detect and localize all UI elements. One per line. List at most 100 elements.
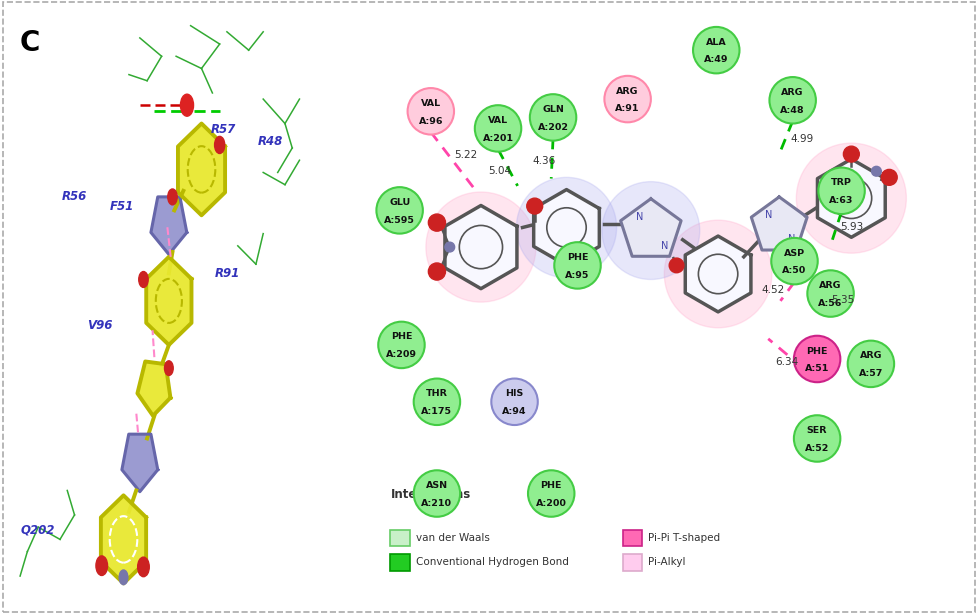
Text: 4.99: 4.99 — [790, 134, 813, 144]
Circle shape — [793, 415, 839, 462]
Text: A:57: A:57 — [858, 369, 882, 378]
Circle shape — [168, 189, 177, 205]
Text: A:210: A:210 — [421, 499, 452, 508]
Circle shape — [426, 192, 535, 302]
Polygon shape — [685, 236, 750, 312]
Circle shape — [871, 166, 880, 176]
Text: R91: R91 — [214, 267, 239, 280]
Circle shape — [793, 336, 839, 383]
Text: ALA: ALA — [705, 37, 726, 47]
Circle shape — [376, 187, 422, 233]
Text: TRP: TRP — [830, 178, 851, 187]
Text: ASP: ASP — [784, 249, 804, 258]
Circle shape — [407, 88, 453, 134]
Circle shape — [693, 27, 739, 74]
Circle shape — [847, 341, 893, 387]
Circle shape — [818, 168, 864, 214]
Text: GLU: GLU — [389, 198, 409, 207]
Text: PHE: PHE — [567, 253, 587, 262]
Circle shape — [771, 238, 817, 284]
Circle shape — [530, 94, 575, 141]
Text: N: N — [786, 233, 794, 244]
Text: A:56: A:56 — [818, 299, 842, 308]
Text: R57: R57 — [210, 123, 235, 136]
Circle shape — [413, 379, 460, 425]
Text: 4.36: 4.36 — [531, 157, 555, 166]
Text: Interactions: Interactions — [390, 488, 470, 501]
Text: R56: R56 — [62, 190, 87, 203]
Text: SER: SER — [806, 426, 827, 435]
Circle shape — [428, 263, 446, 280]
Text: A:175: A:175 — [421, 407, 452, 416]
Text: A:95: A:95 — [565, 271, 589, 280]
Circle shape — [413, 470, 460, 517]
Circle shape — [214, 136, 225, 154]
Circle shape — [769, 77, 815, 123]
Text: Q202: Q202 — [21, 524, 56, 537]
Text: 5.04: 5.04 — [488, 166, 510, 176]
Text: A:63: A:63 — [828, 196, 853, 205]
Polygon shape — [750, 197, 806, 250]
Text: F51: F51 — [109, 200, 134, 212]
Text: Pi-Alkyl: Pi-Alkyl — [648, 557, 685, 567]
Polygon shape — [533, 190, 599, 265]
Polygon shape — [178, 123, 225, 216]
Text: V96: V96 — [87, 319, 112, 332]
Text: A:51: A:51 — [804, 364, 828, 373]
Circle shape — [119, 570, 128, 585]
Text: A:94: A:94 — [502, 407, 527, 416]
Polygon shape — [150, 197, 187, 254]
Circle shape — [527, 198, 542, 214]
Circle shape — [554, 242, 600, 289]
Text: Pi-Pi T-shaped: Pi-Pi T-shaped — [648, 532, 720, 543]
Circle shape — [138, 557, 149, 577]
Circle shape — [378, 322, 424, 368]
Text: A:52: A:52 — [804, 444, 828, 453]
Text: VAL: VAL — [488, 116, 508, 125]
Text: ARG: ARG — [616, 87, 638, 96]
Text: GLN: GLN — [541, 105, 564, 114]
Circle shape — [604, 76, 651, 122]
Text: A:201: A:201 — [482, 134, 513, 142]
FancyBboxPatch shape — [622, 530, 642, 546]
Circle shape — [668, 258, 683, 273]
Text: A:200: A:200 — [535, 499, 566, 508]
Text: N: N — [635, 212, 643, 222]
Text: van der Waals: van der Waals — [416, 532, 489, 543]
Circle shape — [445, 242, 454, 252]
Circle shape — [164, 361, 173, 376]
Polygon shape — [817, 159, 884, 237]
Text: HIS: HIS — [505, 389, 523, 398]
Circle shape — [842, 146, 859, 162]
Text: 5.35: 5.35 — [830, 295, 854, 305]
Text: VAL: VAL — [420, 99, 441, 108]
Circle shape — [181, 94, 193, 116]
Circle shape — [474, 105, 521, 152]
Text: A:91: A:91 — [615, 104, 639, 114]
Text: A:209: A:209 — [386, 350, 416, 359]
Text: A:202: A:202 — [537, 123, 568, 132]
Polygon shape — [620, 199, 680, 256]
Polygon shape — [122, 434, 157, 492]
Text: PHE: PHE — [540, 481, 562, 490]
Text: A:49: A:49 — [703, 55, 728, 64]
Text: ARG: ARG — [781, 88, 803, 97]
Text: N: N — [659, 241, 667, 251]
Text: 5.93: 5.93 — [839, 222, 863, 233]
Circle shape — [528, 470, 573, 517]
Circle shape — [602, 182, 699, 279]
Polygon shape — [101, 495, 146, 583]
Text: N: N — [764, 210, 771, 220]
Polygon shape — [147, 257, 191, 345]
Text: 4.52: 4.52 — [761, 285, 784, 295]
Polygon shape — [445, 206, 517, 289]
Text: 6.34: 6.34 — [774, 357, 797, 367]
Circle shape — [795, 143, 906, 253]
Circle shape — [490, 379, 537, 425]
Circle shape — [663, 220, 771, 328]
Circle shape — [807, 270, 853, 317]
Text: A:50: A:50 — [782, 266, 806, 276]
Text: PHE: PHE — [806, 346, 827, 356]
Circle shape — [96, 556, 107, 575]
Text: A:595: A:595 — [384, 216, 414, 225]
